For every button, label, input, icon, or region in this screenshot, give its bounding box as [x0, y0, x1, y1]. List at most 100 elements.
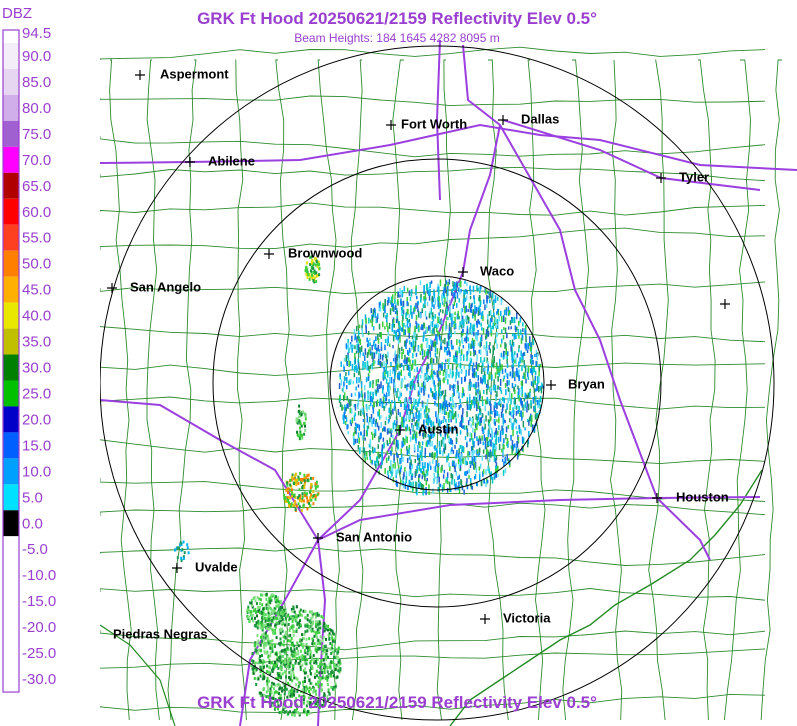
echo [268, 596, 271, 600]
echo [402, 457, 404, 462]
echo [513, 419, 515, 426]
echo [437, 300, 439, 308]
echo [318, 676, 321, 680]
echo [408, 444, 411, 450]
echo [463, 298, 465, 306]
echo [409, 322, 411, 328]
echo [406, 287, 409, 292]
coastline [99, 469, 763, 726]
echo [521, 365, 523, 372]
echo [315, 259, 318, 263]
echo [274, 699, 277, 703]
echo [280, 663, 283, 667]
echo [404, 467, 406, 472]
echo [315, 271, 318, 275]
city-marker [546, 380, 556, 390]
echo [468, 403, 470, 410]
echo [286, 483, 289, 487]
echo [279, 643, 282, 647]
echo [440, 364, 442, 371]
echo [285, 499, 288, 503]
echo [436, 356, 438, 364]
echo [259, 643, 262, 647]
city-label: San Angelo [130, 279, 201, 294]
echo [271, 643, 274, 647]
echo [306, 613, 309, 617]
echo [502, 335, 505, 340]
echo [414, 340, 417, 348]
echo [487, 451, 490, 457]
echo [465, 425, 468, 430]
echo [314, 689, 317, 693]
echo [289, 639, 292, 643]
echo [335, 676, 338, 680]
echo [488, 311, 491, 317]
echo [285, 687, 288, 691]
echo [434, 465, 437, 469]
echo [265, 695, 268, 699]
legend-label: 20.0 [22, 411, 51, 428]
echo [256, 602, 258, 606]
echo [399, 467, 402, 473]
city-label: Waco [480, 263, 514, 278]
echo [527, 403, 530, 411]
echo [298, 412, 301, 415]
echo [412, 406, 415, 410]
echo [303, 479, 306, 483]
echo [489, 348, 491, 354]
echo [317, 665, 320, 668]
echo [423, 322, 425, 327]
echo [487, 385, 489, 389]
echo [401, 306, 404, 314]
echo [432, 421, 434, 426]
echo [418, 441, 420, 445]
echo [387, 370, 389, 378]
echo [527, 366, 530, 373]
echo [277, 600, 280, 604]
echo [310, 493, 313, 497]
echo [277, 611, 280, 615]
echo [450, 403, 452, 410]
echo [462, 417, 464, 423]
echo [349, 402, 351, 408]
echo [323, 645, 326, 649]
echo [182, 540, 185, 544]
echo [424, 299, 426, 305]
echo [423, 290, 425, 295]
echo [475, 414, 477, 420]
echo [179, 543, 182, 547]
echo [279, 697, 282, 701]
echo [447, 453, 450, 459]
echo [327, 628, 329, 632]
echo [372, 309, 375, 315]
echo [273, 691, 276, 695]
echo [427, 353, 429, 360]
echo [443, 447, 445, 452]
echo [347, 342, 349, 350]
echo [410, 459, 412, 466]
echo [488, 373, 490, 380]
echo [418, 390, 420, 396]
city-marker [386, 120, 396, 130]
echo [318, 263, 321, 267]
echo [289, 692, 292, 696]
echo [467, 308, 469, 313]
echo [295, 619, 298, 623]
echo [499, 387, 502, 392]
echo [525, 378, 527, 384]
echo [515, 334, 517, 340]
echo [324, 624, 327, 628]
echo [407, 383, 409, 387]
echo [277, 697, 280, 700]
echo [308, 277, 311, 281]
echo [506, 373, 509, 379]
echo [496, 368, 498, 375]
echo [475, 363, 478, 370]
color-swatch [3, 146, 19, 173]
echo [407, 349, 409, 355]
echo [288, 658, 291, 662]
echo [439, 379, 441, 386]
echo [534, 378, 536, 385]
echo [540, 387, 543, 394]
echo [254, 643, 257, 647]
